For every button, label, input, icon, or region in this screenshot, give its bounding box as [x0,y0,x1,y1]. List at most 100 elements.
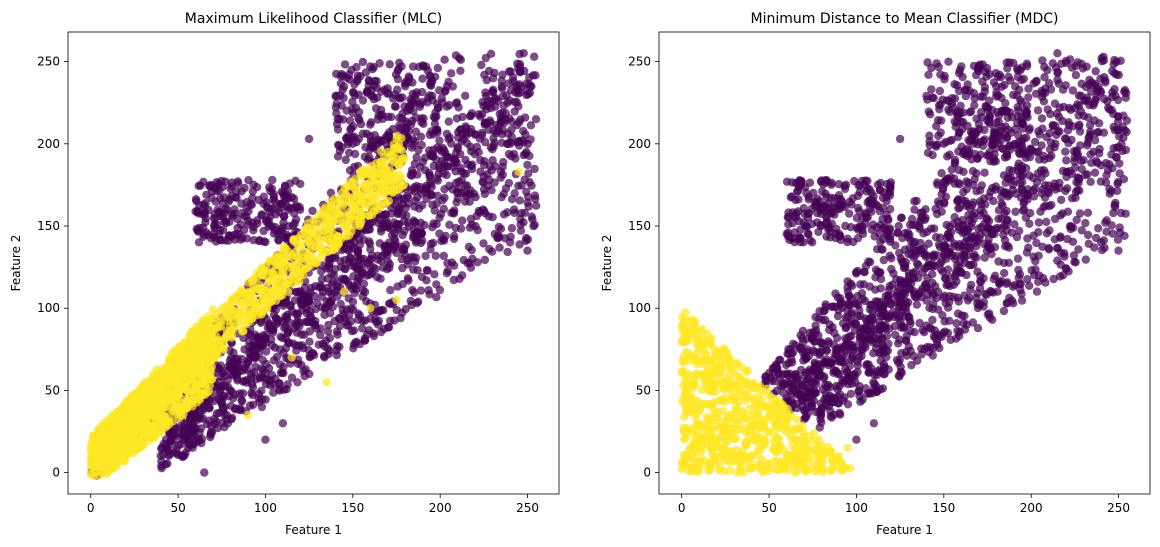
data-point [182,436,192,445]
data-point [181,365,191,374]
data-point [791,369,800,379]
data-point [429,238,438,248]
data-point [237,396,247,406]
data-point [218,225,228,235]
data-point [292,346,301,355]
data-point [397,254,406,264]
data-point [159,396,169,405]
data-point [1083,113,1093,122]
data-point [256,318,266,327]
data-point [243,365,252,374]
data-point [428,150,438,159]
data-point [513,138,522,147]
data-point [243,309,253,318]
data-point [414,204,424,213]
x-tick-label: 250 [516,501,539,515]
data-point [455,54,464,63]
data-point [935,259,945,268]
data-point [373,205,382,214]
data-point [349,259,358,268]
data-point [310,291,319,301]
data-point [281,189,290,199]
data-point [532,201,541,210]
right-series-class-0 [760,49,1132,444]
outlier-point [514,167,523,176]
data-point [181,382,190,391]
data-point [393,132,402,141]
data-point [358,57,368,67]
data-point [476,155,485,165]
data-point [155,412,164,422]
data-point [1090,168,1100,177]
data-point [347,212,356,221]
x-tick-label: 100 [254,501,277,515]
data-point [379,186,388,195]
data-point [377,87,386,96]
data-point [320,342,329,351]
data-point [333,115,342,124]
data-point [148,423,158,432]
data-point [847,310,856,319]
data-point [774,370,783,379]
data-point [165,450,174,459]
data-point [514,118,524,127]
data-point [273,252,282,261]
data-point [461,91,470,101]
data-point [381,210,390,219]
data-point [439,204,448,214]
data-point [361,143,370,152]
data-point [1053,67,1063,77]
data-point [210,221,219,231]
data-point [432,220,441,229]
data-point [442,269,452,278]
data-point [298,341,307,350]
data-point [177,411,186,420]
data-point [417,140,426,150]
data-point [178,451,187,460]
data-point [1023,234,1032,243]
data-point [409,265,418,274]
data-point [906,236,915,245]
data-point [402,191,412,201]
data-point [259,265,268,274]
data-point [311,242,321,251]
data-point [161,369,170,378]
data-point [144,437,153,446]
data-point [233,370,242,379]
data-point [495,243,504,252]
data-point [833,311,843,321]
data-point [503,129,513,138]
data-point [275,360,285,369]
data-point [401,117,410,126]
data-point [194,238,204,247]
data-point [524,90,533,99]
data-point [523,198,532,207]
data-point [477,60,486,70]
data-point [347,241,357,251]
outlier-point [366,304,375,313]
data-point [327,253,337,263]
data-point [372,170,381,179]
data-point [437,236,446,246]
data-point [516,226,526,235]
data-point [215,408,224,417]
data-point [499,210,509,219]
data-point [360,287,370,297]
data-point [234,179,243,188]
data-point [1032,287,1042,296]
data-point [972,187,981,196]
data-point [396,123,405,133]
data-point [176,440,185,449]
data-point [437,156,447,165]
data-point [331,103,341,112]
data-point [404,222,414,231]
data-point [272,277,281,286]
data-point [249,368,259,377]
data-point [97,458,106,467]
data-point [417,228,426,238]
data-point [293,378,302,387]
data-point [433,176,443,185]
data-point [349,87,358,97]
data-point [206,342,215,351]
data-point [196,408,205,417]
